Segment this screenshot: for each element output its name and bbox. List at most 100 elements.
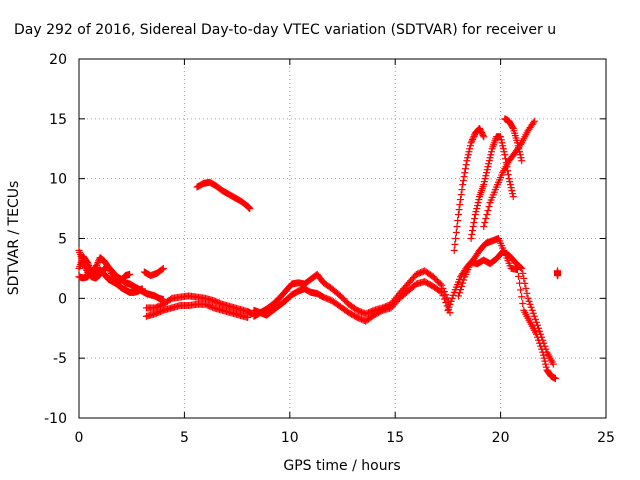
- data-point: [527, 303, 535, 311]
- data-point: [105, 263, 113, 271]
- data-point: [520, 274, 528, 282]
- data-point: [480, 178, 488, 186]
- data-point: [485, 157, 493, 165]
- y-tick-label: 5: [58, 232, 67, 248]
- y-axis-label: SDTVAR / TECUs: [6, 181, 22, 296]
- data-point: [461, 165, 469, 173]
- data-point: [459, 177, 467, 185]
- data-point: [442, 299, 450, 307]
- data-point: [454, 211, 462, 219]
- y-tick-label: 15: [49, 112, 67, 128]
- data-point: [517, 286, 525, 294]
- data-point: [504, 171, 512, 179]
- data-point: [538, 333, 546, 341]
- data-point: [451, 240, 459, 248]
- data-point: [472, 208, 480, 216]
- x-tick-label: 5: [180, 430, 189, 446]
- data-point: [481, 175, 489, 183]
- data-point: [532, 318, 540, 326]
- data-point: [516, 148, 524, 156]
- data-point: [509, 193, 517, 201]
- plot-frame: [78, 58, 607, 419]
- data-point: [526, 300, 534, 308]
- data-point: [506, 178, 514, 186]
- data-point: [501, 151, 509, 159]
- data-point: [530, 312, 538, 320]
- data-point: [483, 169, 491, 177]
- data-point: [481, 219, 489, 227]
- data-point: [81, 263, 89, 271]
- data-point: [466, 145, 474, 153]
- data-point: [539, 351, 547, 359]
- data-point: [471, 211, 479, 219]
- grid-lines: [79, 59, 606, 418]
- data-point: [468, 137, 476, 145]
- data-point: [484, 207, 492, 215]
- data-point: [536, 327, 544, 335]
- data-point: [105, 265, 113, 273]
- data-point: [525, 297, 533, 305]
- data-point: [460, 276, 468, 284]
- data-point: [453, 223, 461, 231]
- data-point: [468, 227, 476, 235]
- data-point: [528, 306, 536, 314]
- x-tick-label: 25: [597, 430, 615, 446]
- data-point: [463, 157, 471, 165]
- data-point: [524, 294, 532, 302]
- data-point: [107, 270, 115, 278]
- data-point: [498, 139, 506, 147]
- data-point: [529, 119, 537, 127]
- data-point: [459, 181, 467, 189]
- x-tick-label: 0: [75, 430, 84, 446]
- data-point: [483, 166, 491, 174]
- data-point: [541, 342, 549, 350]
- data-point: [444, 306, 452, 314]
- data-point: [515, 145, 523, 153]
- data-point: [542, 363, 550, 371]
- data-point: [505, 175, 513, 183]
- data-point: [79, 258, 87, 266]
- chart-title: Day 292 of 2016, Sidereal Day-to-day VTE…: [14, 22, 556, 38]
- data-point: [439, 292, 447, 300]
- x-axis-label: GPS time / hours: [283, 458, 400, 474]
- data-point: [436, 280, 444, 288]
- x-tick-label: 15: [386, 430, 404, 446]
- data-point: [467, 235, 475, 242]
- data-point: [507, 184, 515, 192]
- data-point: [126, 270, 134, 278]
- data-point: [480, 223, 488, 231]
- data-point: [517, 154, 525, 162]
- data-point: [452, 229, 460, 237]
- y-tick-label: -10: [44, 411, 67, 427]
- data-point: [519, 269, 527, 277]
- data-point: [533, 321, 541, 329]
- data-point: [518, 157, 526, 165]
- y-tick-label: 10: [49, 172, 67, 188]
- data-point: [541, 357, 549, 365]
- data-point: [464, 154, 472, 162]
- data-point: [485, 203, 493, 211]
- data-point: [515, 272, 523, 280]
- data-point: [513, 139, 521, 147]
- data-point: [551, 375, 559, 383]
- data-point: [458, 186, 466, 194]
- x-tick-label: 10: [281, 430, 299, 446]
- data-point: [535, 324, 543, 332]
- data-point: [468, 136, 476, 144]
- data-point: [470, 219, 478, 227]
- data-point: [522, 284, 530, 292]
- data-point: [473, 205, 481, 213]
- data-point: [438, 281, 446, 289]
- data-point: [482, 172, 490, 180]
- data-point: [483, 211, 491, 219]
- data-point: [469, 134, 477, 142]
- data-point: [540, 339, 548, 347]
- data-point: [459, 279, 467, 287]
- data-point: [519, 300, 527, 308]
- data-point: [474, 199, 482, 207]
- data-point: [518, 293, 526, 301]
- data-point: [480, 133, 488, 141]
- data-point: [554, 272, 562, 280]
- data-point: [452, 235, 460, 242]
- data-point: [485, 160, 493, 168]
